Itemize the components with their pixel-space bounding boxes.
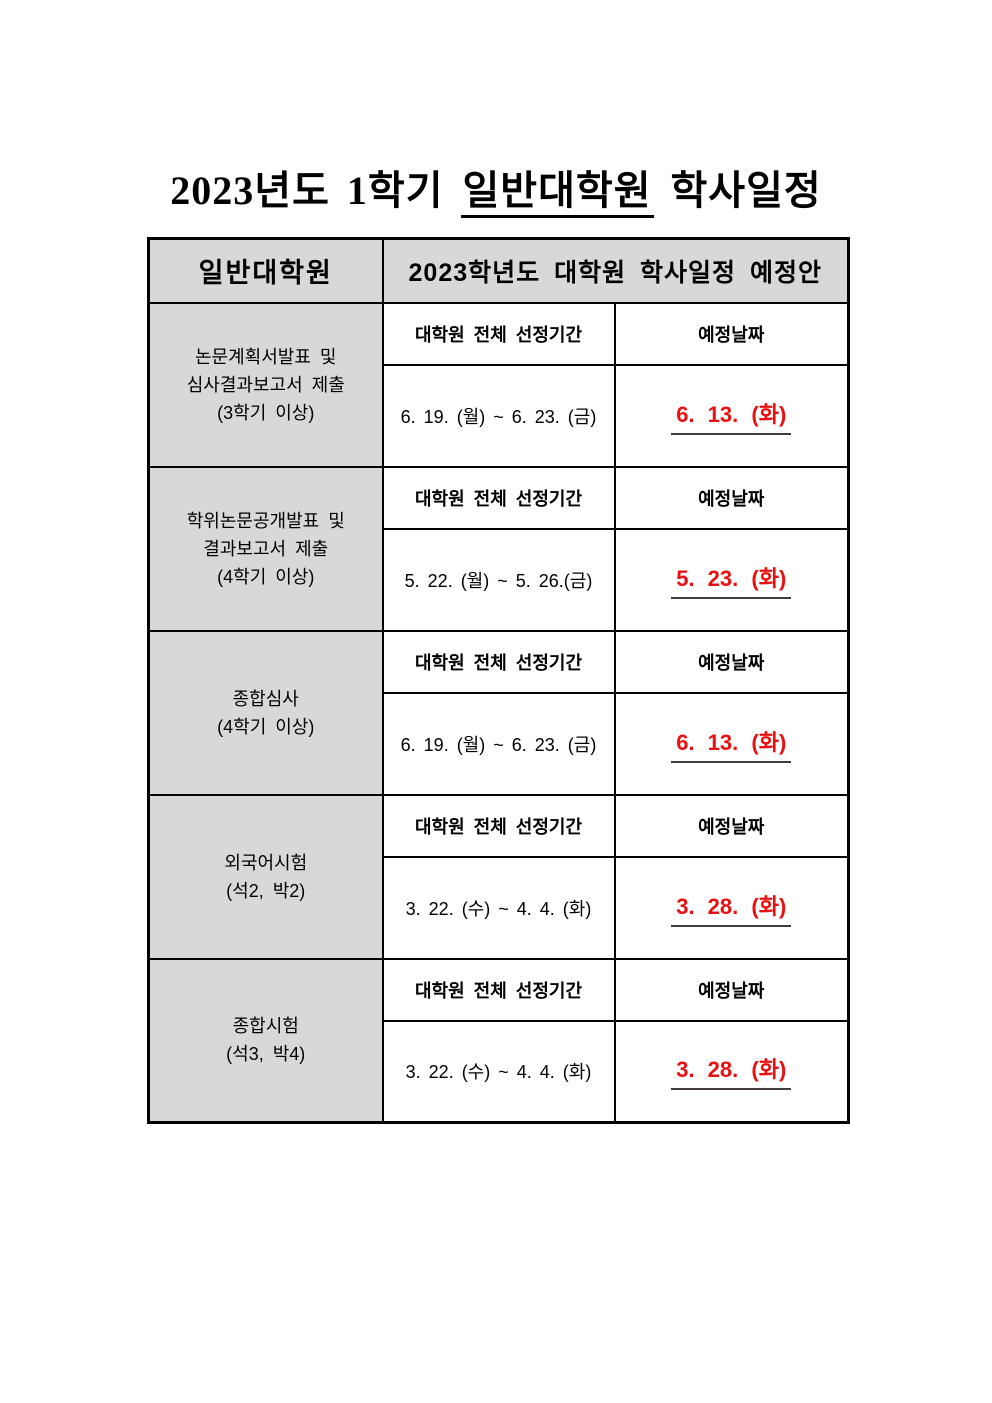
page-title: 2023년도 1학기 일반대학원 학사일정: [0, 158, 992, 218]
scheduled-date: 3. 28. (화): [671, 889, 792, 927]
date-header-cell: 예정날짜: [613, 957, 850, 1022]
section-label-comprehensive-review: 종합심사 (4학기 이상): [147, 629, 384, 796]
header-cell-graduate-school: 일반대학원: [147, 237, 384, 304]
page-title-prefix: 2023년도 1학기: [170, 168, 444, 213]
table-row: 5. 22. (월) ~ 5. 26.(금) 5. 23. (화): [149, 527, 850, 632]
section-label-line: (3학기 이상): [217, 402, 315, 423]
section-label-line: 결과보고서 제출: [203, 538, 329, 559]
date-cell: 5. 23. (화): [613, 527, 850, 632]
section-label-line: 종합시험: [232, 1016, 299, 1037]
page-title-underlined-word: 일반대학원: [460, 168, 654, 218]
table-row: 종합심사 (4학기 이상) 대학원 전체 선정기간 예정날짜: [147, 629, 850, 796]
table-row: 3. 22. (수) ~ 4. 4. (화) 3. 28. (화): [149, 855, 850, 960]
date-header-cell: 예정날짜: [613, 629, 850, 694]
period-cell: 6. 19. (월) ~ 6. 23. (금): [381, 691, 616, 796]
date-header-cell: 예정날짜: [613, 793, 850, 858]
table-header-row: 일반대학원 2023학년도 대학원 학사일정 예정안: [147, 237, 850, 304]
scheduled-date: 6. 13. (화): [671, 397, 792, 435]
date-header-cell: 예정날짜: [613, 465, 850, 530]
date-cell: 6. 13. (화): [613, 363, 850, 468]
section-label-line: (석2, 박2): [226, 880, 306, 901]
date-cell: 3. 28. (화): [613, 1019, 850, 1124]
table-row: 6. 19. (월) ~ 6. 23. (금) 6. 13. (화): [149, 363, 850, 468]
table-row: 외국어시험 (석2, 박2) 대학원 전체 선정기간 예정날짜: [147, 793, 850, 960]
section-label-line: 종합심사: [232, 688, 299, 709]
section-label-line: (석3, 박4): [226, 1044, 306, 1065]
table-row: 학위논문공개발표 및 결과보고서 제출 (4학기 이상) 대학원 전체 선정기간…: [147, 465, 850, 632]
period-cell: 3. 22. (수) ~ 4. 4. (화): [381, 855, 616, 960]
scheduled-date: 5. 23. (화): [671, 561, 792, 599]
period-header-cell: 대학원 전체 선정기간: [381, 629, 616, 694]
period-cell: 6. 19. (월) ~ 6. 23. (금): [381, 363, 616, 468]
scheduled-date: 3. 28. (화): [671, 1052, 792, 1091]
scheduled-date: 6. 13. (화): [671, 725, 792, 763]
section-label-line: (4학기 이상): [217, 716, 315, 737]
date-cell: 3. 28. (화): [613, 855, 850, 960]
section-label-line: 심사결과보고서 제출: [186, 374, 345, 395]
section-label-line: 학위논문공개발표 및: [186, 510, 345, 531]
table-row: 종합시험 (석3, 박4) 대학원 전체 선정기간 예정날짜: [147, 957, 850, 1124]
period-header-cell: 대학원 전체 선정기간: [381, 301, 616, 366]
table-row: 6. 19. (월) ~ 6. 23. (금) 6. 13. (화): [149, 691, 850, 796]
section-label-foreign-language-exam: 외국어시험 (석2, 박2): [147, 793, 384, 960]
section-label-thesis-presentation: 학위논문공개발표 및 결과보고서 제출 (4학기 이상): [147, 465, 384, 632]
table-row: 논문계획서발표 및 심사결과보고서 제출 (3학기 이상) 대학원 전체 선정기…: [147, 301, 850, 468]
header-cell-schedule-plan: 2023학년도 대학원 학사일정 예정안: [381, 237, 850, 304]
period-cell: 5. 22. (월) ~ 5. 26.(금): [381, 527, 616, 632]
section-label-line: 논문계획서발표 및: [195, 346, 337, 367]
period-cell: 3. 22. (수) ~ 4. 4. (화): [381, 1019, 616, 1124]
date-cell: 6. 13. (화): [613, 691, 850, 796]
section-label-comprehensive-exam: 종합시험 (석3, 박4): [147, 957, 384, 1124]
table-row: 3. 22. (수) ~ 4. 4. (화) 3. 28. (화): [149, 1019, 850, 1124]
section-label-line: (4학기 이상): [217, 566, 315, 587]
period-header-cell: 대학원 전체 선정기간: [381, 465, 616, 530]
page-title-suffix: 학사일정: [670, 168, 822, 213]
section-label-thesis-proposal: 논문계획서발표 및 심사결과보고서 제출 (3학기 이상): [147, 301, 384, 468]
section-label-line: 외국어시험: [224, 852, 308, 873]
period-header-cell: 대학원 전체 선정기간: [381, 957, 616, 1022]
schedule-table: 일반대학원 2023학년도 대학원 학사일정 예정안 논문계획서발표 및 심사결…: [147, 237, 850, 1124]
period-header-cell: 대학원 전체 선정기간: [381, 793, 616, 858]
date-header-cell: 예정날짜: [613, 301, 850, 366]
